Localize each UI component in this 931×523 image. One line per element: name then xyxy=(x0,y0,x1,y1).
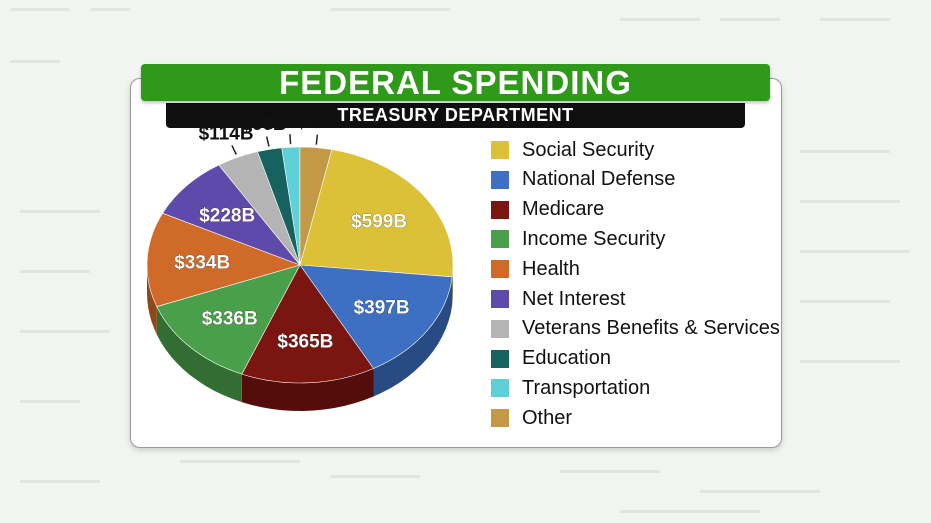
pie-slice-health xyxy=(146,212,301,307)
legend-item: Net Interest xyxy=(491,287,625,311)
legend-label: Medicare xyxy=(522,198,605,221)
legend-item: Income Security xyxy=(491,227,665,251)
legend-swatch xyxy=(491,349,509,368)
data-label-medicare: $365B xyxy=(277,331,333,352)
pie-side-national-defense xyxy=(373,276,453,397)
legend-item: Transportation xyxy=(491,376,650,400)
legend-item: Health xyxy=(491,257,580,281)
legend-swatch xyxy=(491,260,509,279)
leader-line xyxy=(231,145,237,155)
legend-label: Net Interest xyxy=(522,287,626,310)
legend-label: Education xyxy=(522,347,611,370)
pie-side-medicare xyxy=(241,368,374,411)
pie-slice-net-interest xyxy=(162,164,301,266)
legend-item: Medicare xyxy=(491,198,604,222)
chart-subtitle: TREASURY DEPARTMENT xyxy=(337,105,574,125)
subtitle-banner: TREASURY DEPARTMENT xyxy=(166,103,745,128)
legend-swatch xyxy=(491,319,509,338)
legend-item: Veterans Benefits & Services xyxy=(491,317,780,341)
data-label-transportation: $49B xyxy=(266,111,311,132)
legend-item: Social Security xyxy=(491,138,654,162)
data-label-social-security: $599B xyxy=(351,212,407,233)
data-label-other: $86B xyxy=(296,112,341,133)
pie-slice-medicare xyxy=(241,264,374,384)
leader-line xyxy=(265,136,270,147)
legend-label: Transportation xyxy=(522,376,651,399)
leader-line xyxy=(289,134,292,145)
legend-swatch xyxy=(491,290,509,308)
legend-label: Other xyxy=(522,406,573,429)
legend-swatch xyxy=(491,230,509,249)
data-label-net-interest: $228B xyxy=(199,206,255,227)
legend-label: National Defense xyxy=(522,168,676,191)
data-label-national-defense: $397B xyxy=(354,298,410,319)
chart-title: FEDERAL SPENDING xyxy=(279,63,632,101)
data-label-education: $66B xyxy=(241,114,286,135)
legend-item: Education xyxy=(491,347,611,371)
pie-side-income-security xyxy=(156,306,242,403)
data-label-income-security: $336B xyxy=(202,309,258,330)
legend-label: Health xyxy=(522,257,580,280)
data-label-health: $334B xyxy=(174,252,230,273)
data-label-veterans-benefits-services: $114B xyxy=(199,124,254,145)
leader-line xyxy=(315,134,319,145)
pie-side-health xyxy=(147,265,157,335)
legend-item: Other xyxy=(491,406,572,430)
legend-label: Veterans Benefits & Services xyxy=(522,317,780,340)
pie-slice-income-security xyxy=(156,264,301,375)
legend-swatch xyxy=(491,170,509,189)
legend-label: Income Security xyxy=(522,227,666,250)
pie-slice-social-security xyxy=(299,149,454,278)
pie-slice-national-defense xyxy=(299,264,453,369)
pie-slice-other xyxy=(299,146,333,266)
legend-label: Social Security xyxy=(522,138,655,161)
legend-item: National Defense xyxy=(491,168,675,192)
legend-swatch xyxy=(491,141,509,159)
title-banner: FEDERAL SPENDING xyxy=(141,64,770,101)
legend-swatch xyxy=(491,200,509,219)
legend-swatch xyxy=(491,409,509,428)
legend-swatch xyxy=(491,379,509,398)
